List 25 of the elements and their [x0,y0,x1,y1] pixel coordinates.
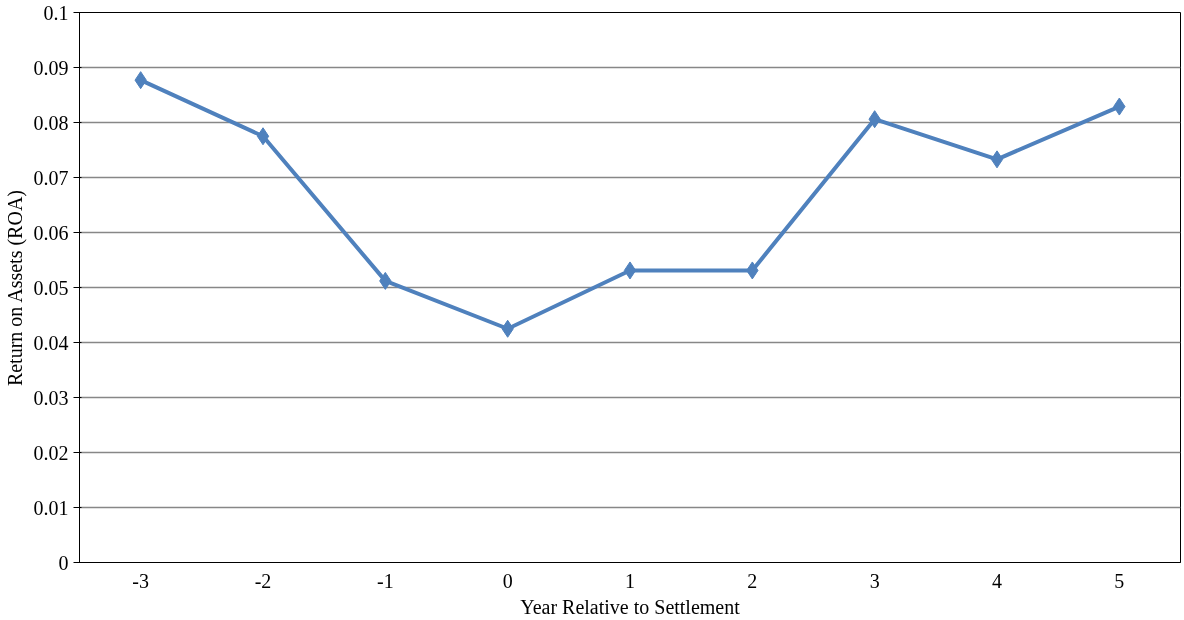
x-tick-label: 2 [747,569,758,592]
x-tick-label: 0 [502,569,513,592]
point [990,150,1004,169]
x-axis-title: Year Relative to Settlement [520,595,741,618]
y-tick-label: 0.05 [33,276,69,299]
y-axis-title: Return on Assets (ROA) [3,189,27,387]
x-tick-label: -3 [132,569,150,592]
y-tick-label: 0.06 [33,221,69,244]
y-tick-label: 0.1 [43,1,69,24]
y-tick-label: 0.09 [33,56,69,79]
y-tick-label: 0.03 [33,386,69,409]
x-tick-label: 3 [869,569,880,592]
y-tick-label: 0.04 [33,331,69,354]
y-tick-label: 0.08 [33,111,69,134]
point [256,127,270,146]
y-tick-label: 0 [58,551,69,574]
point [623,261,637,280]
x-tick-label: 4 [992,569,1002,592]
y-tick-label: 0.07 [33,166,69,189]
x-tick-label: 1 [625,569,635,592]
y-tick-label: 0.01 [33,496,69,519]
x-tick-label: 5 [1114,569,1125,592]
y-tick-label: 0.02 [33,441,69,464]
x-tick-label: -2 [254,569,272,592]
x-tick-label: -1 [377,569,394,592]
